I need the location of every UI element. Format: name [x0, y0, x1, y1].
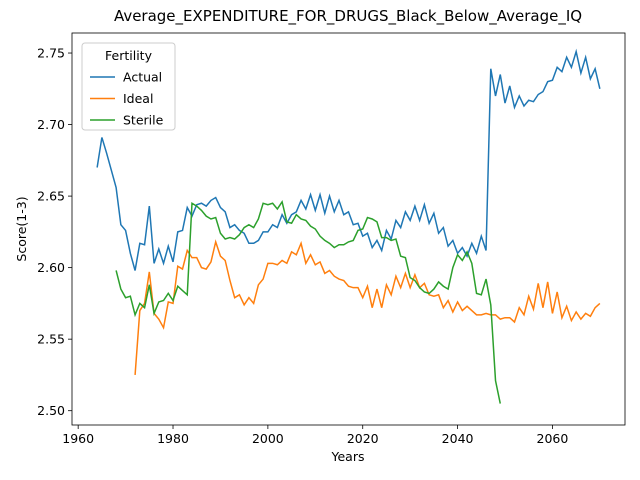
- x-tick-label: 2040: [442, 431, 474, 446]
- legend: Fertility Actual Ideal Sterile: [81, 42, 176, 131]
- legend-label: Actual: [123, 70, 162, 85]
- y-tick-label: 2.50: [37, 403, 65, 418]
- chart-title: Average_EXPENDITURE_FOR_DRUGS_Black_Belo…: [114, 7, 582, 26]
- legend-title: Fertility: [105, 48, 153, 63]
- plot-frame: [71, 32, 626, 426]
- y-tick-label: 2.65: [37, 189, 65, 204]
- data-line: [134, 239, 601, 375]
- y-tick-label: 2.55: [37, 332, 65, 347]
- x-axis-label: Years: [331, 449, 365, 464]
- data-line: [115, 199, 502, 404]
- x-tick-label: 1960: [62, 431, 94, 446]
- legend-label: Sterile: [123, 113, 164, 128]
- y-axis-label: Score(1-3): [14, 196, 29, 261]
- data-line: [96, 48, 601, 271]
- x-tick-label: 2000: [252, 431, 284, 446]
- x-tick-label: 2020: [347, 431, 379, 446]
- y-tick-label: 2.70: [37, 117, 65, 132]
- y-tick-label: 2.75: [37, 46, 65, 61]
- x-tick-label: 1980: [157, 431, 189, 446]
- x-tick-label: 2060: [537, 431, 569, 446]
- legend-label: Ideal: [123, 91, 153, 106]
- legend-box: [81, 42, 176, 131]
- y-tick-label: 2.60: [37, 260, 65, 275]
